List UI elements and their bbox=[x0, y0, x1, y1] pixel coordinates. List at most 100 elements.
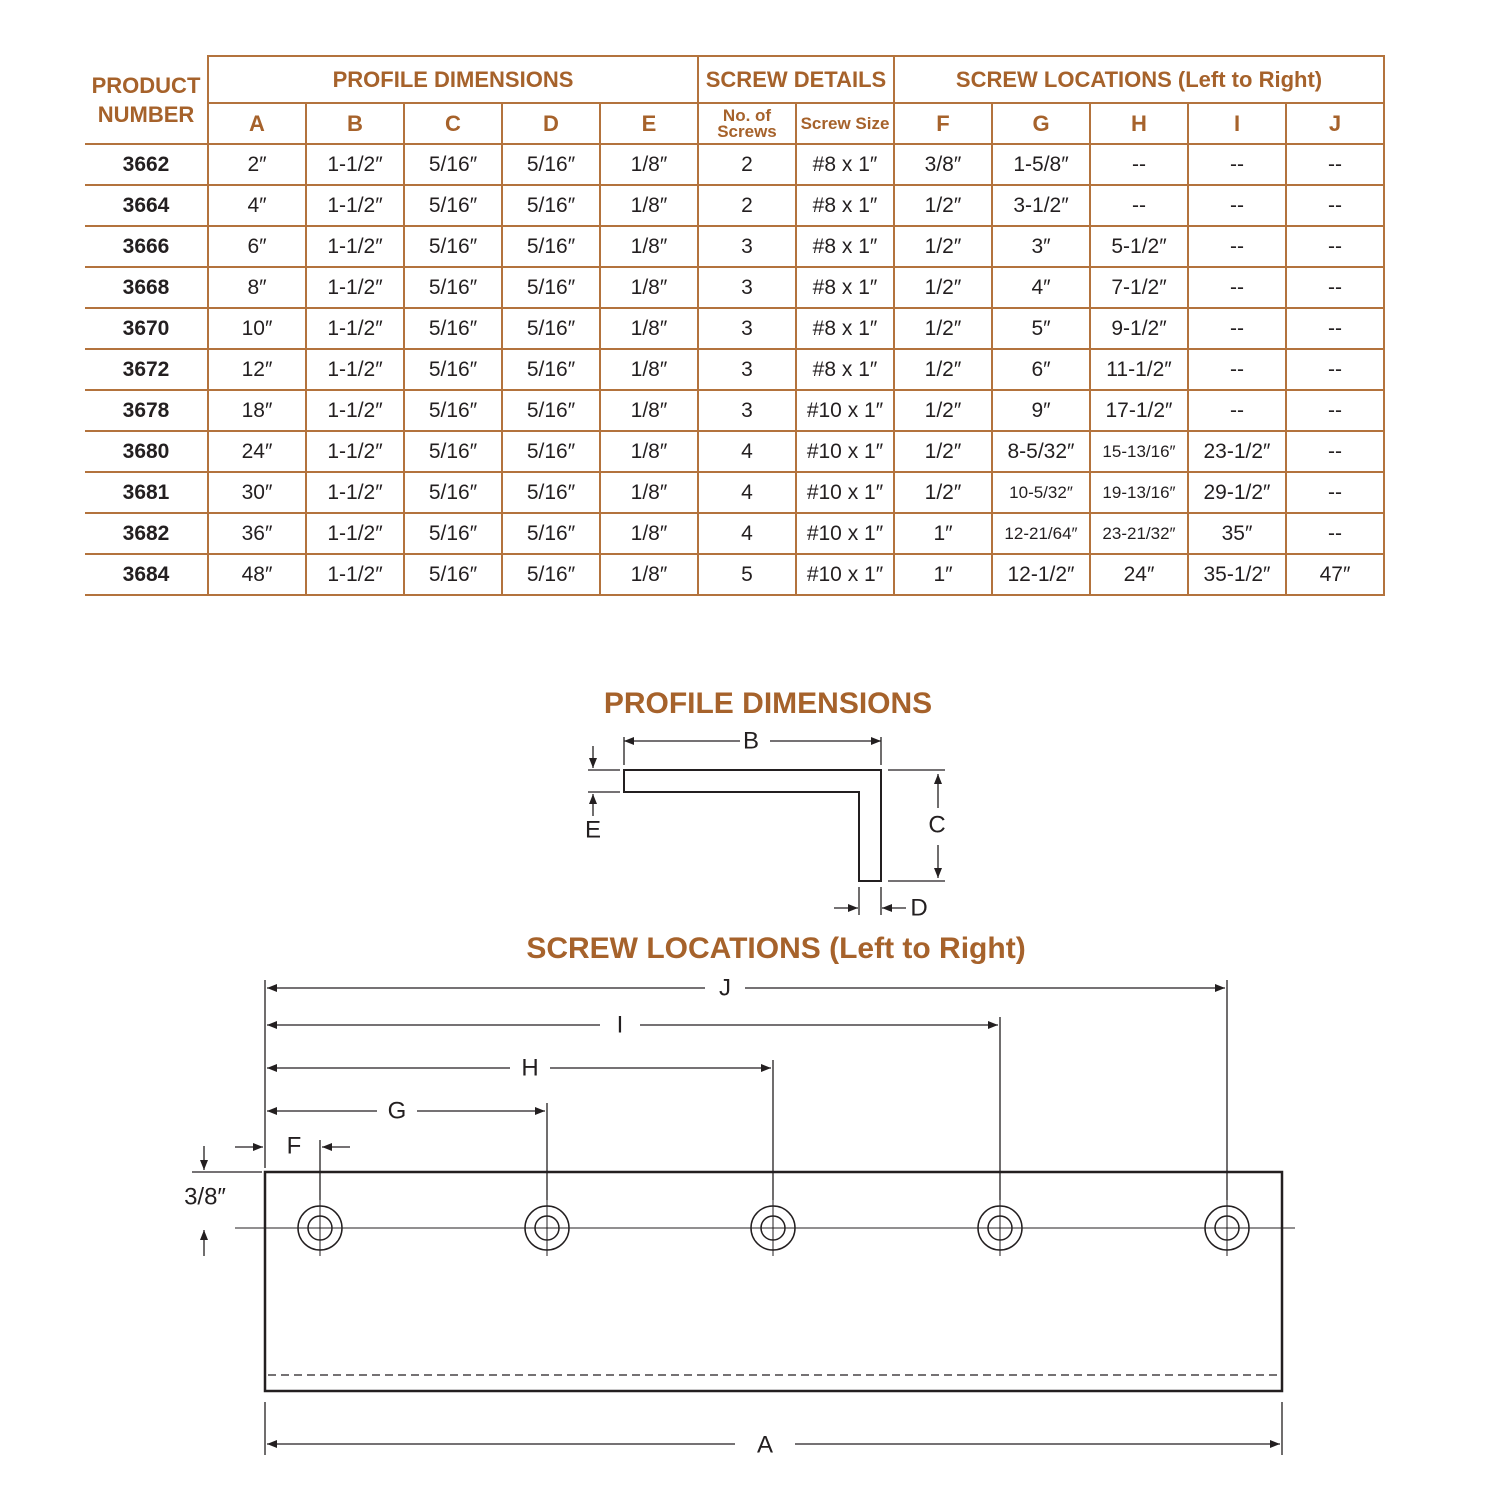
cell: 4 bbox=[697, 512, 797, 555]
data-row: 3672 12″ 1-1/2″ 5/16″ 5/16″ 1/8″ 3 #8 x 1″ 1/2″ 6… bbox=[85, 348, 1385, 391]
product-number: 3662 bbox=[85, 143, 209, 186]
cell: 2 bbox=[697, 184, 797, 227]
column-header: B bbox=[305, 102, 405, 145]
cell: 35-1/2″ bbox=[1187, 553, 1287, 596]
cell: -- bbox=[1285, 266, 1385, 309]
cell: 5/16″ bbox=[501, 266, 601, 309]
cell: 4″ bbox=[207, 184, 307, 227]
cell: 5/16″ bbox=[501, 348, 601, 391]
cell: 1/2″ bbox=[893, 389, 993, 432]
cell: #10 x 1″ bbox=[795, 389, 895, 432]
cell: 1/8″ bbox=[599, 307, 699, 350]
cell: 5/16″ bbox=[403, 225, 503, 268]
cell: -- bbox=[1285, 307, 1385, 350]
cell: 15-13/16″ bbox=[1089, 430, 1189, 473]
cell: 5/16″ bbox=[501, 512, 601, 555]
cell: 5/16″ bbox=[501, 225, 601, 268]
cell: -- bbox=[1089, 143, 1189, 186]
profile-shape bbox=[623, 769, 882, 882]
cell: 1-5/8″ bbox=[991, 143, 1091, 186]
cell: 3 bbox=[697, 307, 797, 350]
cell: 1-1/2″ bbox=[305, 266, 405, 309]
cell: #8 x 1″ bbox=[795, 225, 895, 268]
label-i: I bbox=[617, 1011, 624, 1038]
cell: 5/16″ bbox=[403, 266, 503, 309]
cell: 5 bbox=[697, 553, 797, 596]
column-header: No. of Screws bbox=[697, 102, 797, 145]
cell: -- bbox=[1187, 266, 1287, 309]
cell: 1/8″ bbox=[599, 553, 699, 596]
cell: -- bbox=[1285, 430, 1385, 473]
cell: 12″ bbox=[207, 348, 307, 391]
cell: 4 bbox=[697, 430, 797, 473]
data-row: 3664 4″ 1-1/2″ 5/16″ 5/16″ 1/8″ 2 #8 x 1″ 1/2″ 3-… bbox=[85, 184, 1385, 227]
data-row: 3682 36″ 1-1/2″ 5/16″ 5/16″ 1/8″ 4 #10 x 1″ 1″ 12… bbox=[85, 512, 1385, 555]
data-row: 3670 10″ 1-1/2″ 5/16″ 5/16″ 1/8″ 3 #8 x 1″ 1/2″ 5… bbox=[85, 307, 1385, 350]
cell: 1/8″ bbox=[599, 389, 699, 432]
cell: 1/2″ bbox=[893, 225, 993, 268]
cell: 1/8″ bbox=[599, 143, 699, 186]
cell: 1-1/2″ bbox=[305, 430, 405, 473]
cell: 3 bbox=[697, 225, 797, 268]
cell: 8-5/32″ bbox=[991, 430, 1091, 473]
column-header: Screw Size bbox=[795, 102, 895, 145]
label-offset: 3/8″ bbox=[184, 1183, 226, 1210]
cell: #8 x 1″ bbox=[795, 348, 895, 391]
cell: #8 x 1″ bbox=[795, 184, 895, 227]
cell: 1/2″ bbox=[893, 307, 993, 350]
cell: 5-1/2″ bbox=[1089, 225, 1189, 268]
cell: 17-1/2″ bbox=[1089, 389, 1189, 432]
column-header: F bbox=[893, 102, 993, 145]
data-row: 3680 24″ 1-1/2″ 5/16″ 5/16″ 1/8″ 4 #10 x 1″ 1/2″… bbox=[85, 430, 1385, 473]
cell: 18″ bbox=[207, 389, 307, 432]
cell: 1″ bbox=[893, 553, 993, 596]
data-row: 3662 2″ 1-1/2″ 5/16″ 5/16″ 1/8″ 2 #8 x 1″ 3/8″ 1-… bbox=[85, 143, 1385, 186]
cell: -- bbox=[1285, 471, 1385, 514]
cell: 5/16″ bbox=[403, 471, 503, 514]
cell: 1-1/2″ bbox=[305, 389, 405, 432]
data-row: 3668 8″ 1-1/2″ 5/16″ 5/16″ 1/8″ 3 #8 x 1″ 1/2″ 4″… bbox=[85, 266, 1385, 309]
cell: 9″ bbox=[991, 389, 1091, 432]
cell: 5/16″ bbox=[403, 307, 503, 350]
cell: 6″ bbox=[207, 225, 307, 268]
cell: 1-1/2″ bbox=[305, 553, 405, 596]
cell: 35″ bbox=[1187, 512, 1287, 555]
column-header: D bbox=[501, 102, 601, 145]
column-header: H bbox=[1089, 102, 1189, 145]
cell: -- bbox=[1187, 389, 1287, 432]
cell: 1/8″ bbox=[599, 430, 699, 473]
cell: 24″ bbox=[207, 430, 307, 473]
cell: 1-1/2″ bbox=[305, 184, 405, 227]
data-row: 3678 18″ 1-1/2″ 5/16″ 5/16″ 1/8″ 3 #10 x 1″ 1/2″… bbox=[85, 389, 1385, 432]
cell: 1/8″ bbox=[599, 225, 699, 268]
label-c: C bbox=[928, 811, 945, 838]
cell: 1/8″ bbox=[599, 348, 699, 391]
cell: 1-1/2″ bbox=[305, 307, 405, 350]
cell: 1-1/2″ bbox=[305, 471, 405, 514]
cell: 1/2″ bbox=[893, 430, 993, 473]
cell: 5/16″ bbox=[501, 307, 601, 350]
cell: 8″ bbox=[207, 266, 307, 309]
cell: -- bbox=[1089, 184, 1189, 227]
column-header: J bbox=[1285, 102, 1385, 145]
cell: 5/16″ bbox=[403, 512, 503, 555]
cell: 1-1/2″ bbox=[305, 225, 405, 268]
group-header: PROFILE DIMENSIONS bbox=[207, 55, 699, 104]
cell: -- bbox=[1187, 143, 1287, 186]
product-number: 3684 bbox=[85, 553, 209, 596]
cell: 23-1/2″ bbox=[1187, 430, 1287, 473]
cell: 7-1/2″ bbox=[1089, 266, 1189, 309]
cell: -- bbox=[1285, 143, 1385, 186]
label-j: J bbox=[719, 974, 731, 1001]
cell: 5/16″ bbox=[501, 430, 601, 473]
label-a: A bbox=[757, 1431, 773, 1458]
cell: #10 x 1″ bbox=[795, 512, 895, 555]
product-number: 3666 bbox=[85, 225, 209, 268]
cell: 1-1/2″ bbox=[305, 348, 405, 391]
cell: 5/16″ bbox=[501, 389, 601, 432]
group-header: SCREW DETAILS bbox=[697, 55, 895, 104]
cell: -- bbox=[1285, 225, 1385, 268]
cell: -- bbox=[1285, 389, 1385, 432]
